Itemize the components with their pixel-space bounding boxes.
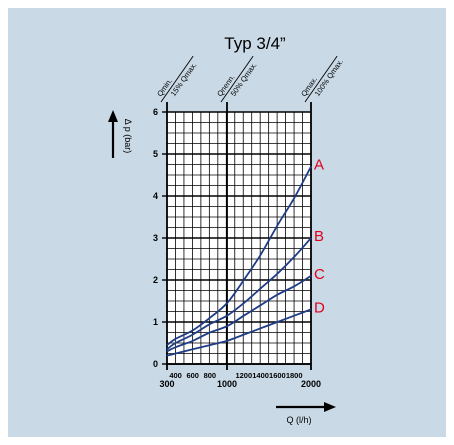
curve-label-C: C	[314, 266, 325, 283]
x-tick-label-minor: 1200	[235, 371, 252, 380]
y-tick-label: 5	[153, 149, 158, 159]
top-annotation-line2: 100% Qmax.	[313, 57, 345, 98]
y-tick-label: 1	[153, 317, 158, 327]
x-tick-label-minor: 1800	[286, 371, 303, 380]
curve-C	[166, 275, 312, 353]
top-annotation-divider	[220, 55, 254, 103]
chart-panel: 0 1 2 3 4 5 6 300 1000 2000 400 600 800 1200 1400 1600 1…	[8, 8, 446, 437]
chart-title: Typ 3/4”	[224, 34, 286, 53]
x-axis-arrowhead	[324, 402, 336, 412]
curve-label-D: D	[314, 299, 325, 316]
top-annotation-divider	[160, 55, 194, 103]
x-tick-label-minor: 1600	[269, 371, 286, 380]
top-annotation: Qmin.15% Qmax.	[155, 55, 199, 103]
y-tick-label: 0	[153, 359, 158, 369]
top-annotation: Qnenn.50% Qmax.	[215, 55, 259, 103]
curve-B	[166, 237, 312, 351]
top-annotation-divider	[304, 55, 338, 103]
curve-label-A: A	[314, 157, 324, 174]
x-tick-label-major: 1000	[217, 379, 237, 389]
y-tick-label: 4	[153, 191, 158, 201]
top-annotation: Qmax.100% Qmax.	[299, 55, 345, 103]
x-tick-label-minor: 1400	[252, 371, 269, 380]
x-tick-label-major: 300	[159, 379, 174, 389]
curve-label-B: B	[314, 228, 324, 245]
x-tick-label-minor: 800	[204, 371, 217, 380]
x-tick-label-minor: 600	[186, 371, 199, 380]
y-tick-label: 6	[153, 107, 158, 117]
x-tick-label-minor: 400	[169, 371, 182, 380]
x-axis-label: Q (l/h)	[286, 415, 311, 425]
top-annotation-line2: 15% Qmax.	[169, 61, 199, 98]
y-tick-label: 3	[153, 233, 158, 243]
curve-D	[166, 308, 312, 357]
y-axis-arrowhead	[108, 110, 118, 122]
y-axis-label: Δ p (bar)	[123, 119, 133, 154]
x-tick-label-major: 2000	[301, 379, 321, 389]
y-tick-label: 2	[153, 275, 158, 285]
curve-A	[166, 166, 312, 346]
